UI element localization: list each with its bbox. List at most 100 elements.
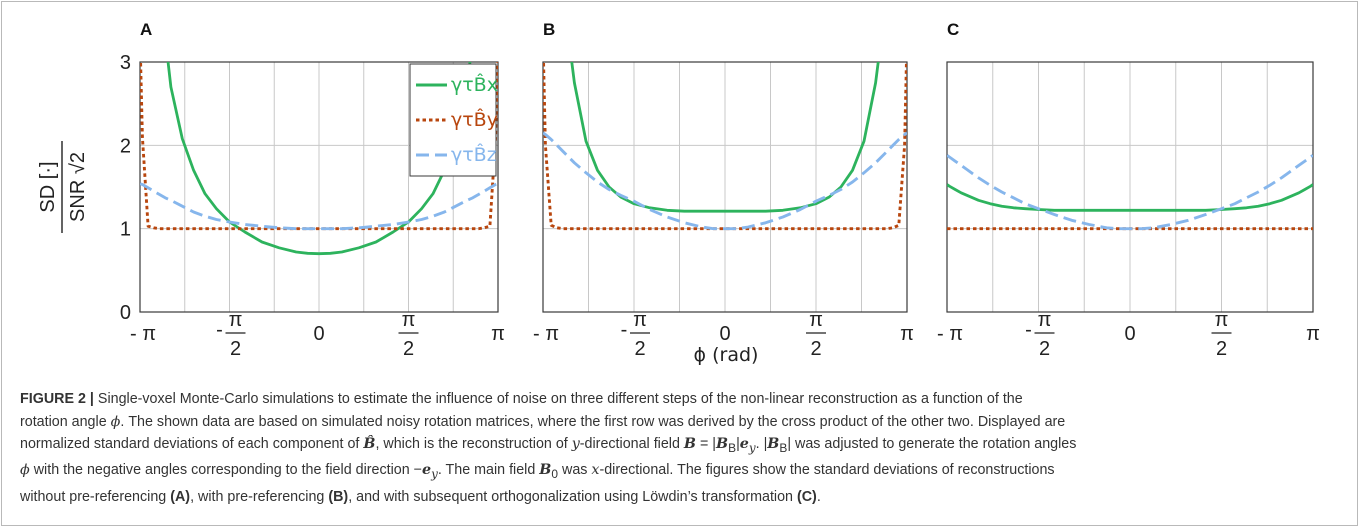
plot-frame bbox=[139, 61, 499, 313]
x-tick-label: π2 bbox=[1211, 309, 1232, 360]
y-axis-label-denominator: SNR √2 bbox=[67, 152, 89, 222]
caption-text: with the negative angles corresponding t… bbox=[29, 462, 422, 479]
series-line-z bbox=[543, 131, 907, 231]
tick-denominator: 2 bbox=[634, 338, 645, 360]
series-line-y bbox=[140, 62, 498, 231]
plot-frame bbox=[542, 61, 908, 313]
caption-text: . The shown data are based on simulated … bbox=[120, 413, 1066, 430]
caption-text: , which is the reconstruction of bbox=[375, 436, 572, 452]
y-tick-label: 2 bbox=[120, 135, 131, 157]
tick-numerator: π bbox=[809, 309, 823, 331]
series-line-x bbox=[947, 183, 1313, 212]
caption-text: without pre-referencing bbox=[20, 488, 171, 505]
y-tick-label: 3 bbox=[120, 52, 131, 74]
x-tick-label: 0 bbox=[719, 323, 730, 345]
plot-frame bbox=[946, 61, 1314, 313]
caption-math: x bbox=[591, 462, 600, 479]
series-group bbox=[140, 62, 498, 256]
y-tick-label: 0 bbox=[120, 302, 131, 324]
tick-text: 0 bbox=[1124, 323, 1135, 345]
x-tick-label: π2 bbox=[398, 309, 419, 360]
x-tick-label: - π 2 bbox=[621, 309, 650, 360]
series-line-x bbox=[570, 62, 880, 213]
tick-denominator: 2 bbox=[403, 338, 414, 360]
tick-numerator: π bbox=[1038, 309, 1052, 331]
y-tick-label: 1 bbox=[120, 219, 131, 241]
x-tick-label: - π 2 bbox=[216, 309, 246, 360]
legend-label-x: γτB̂x bbox=[451, 74, 498, 96]
tick-denominator: 2 bbox=[230, 338, 241, 360]
panel-letter: A bbox=[140, 20, 152, 39]
tick-numerator: π bbox=[229, 309, 243, 331]
x-tick-label: π bbox=[1306, 323, 1320, 345]
series-line-y bbox=[543, 62, 907, 231]
caption-text: normalized standard deviations of each c… bbox=[20, 436, 364, 452]
panel-letter: C bbox=[947, 20, 959, 39]
caption-text: , with pre-referencing bbox=[190, 488, 329, 505]
caption-math: B bbox=[683, 436, 696, 452]
caption-text: . | bbox=[755, 436, 768, 452]
caption-math: y bbox=[571, 436, 580, 452]
tick-minus: - bbox=[621, 319, 628, 341]
caption-text: -directional field bbox=[579, 436, 684, 452]
tick-minus: - bbox=[216, 319, 223, 341]
figure-label: FIGURE 2 | bbox=[20, 391, 94, 407]
series-line-z bbox=[140, 182, 498, 231]
x-tick-label: 0 bbox=[1124, 323, 1135, 345]
y-axis-label-numerator: SD [·] bbox=[37, 161, 59, 212]
tick-text: - π bbox=[937, 323, 963, 345]
caption-ref: (B) bbox=[328, 488, 349, 505]
caption-math-sub: y bbox=[431, 467, 438, 482]
series-group bbox=[947, 154, 1313, 231]
caption-math: B̂ bbox=[363, 436, 376, 452]
caption-math: e bbox=[739, 436, 749, 452]
caption-ref: (A) bbox=[170, 488, 191, 505]
tick-numerator: π bbox=[402, 309, 416, 331]
tick-numerator: π bbox=[1215, 309, 1229, 331]
series-line-x bbox=[166, 62, 472, 256]
panel-letter: B bbox=[543, 20, 555, 39]
caption-math: B bbox=[539, 462, 552, 479]
caption-line-1: FIGURE 2 | Single-voxel Monte-Carlo simu… bbox=[20, 388, 1345, 411]
caption-text: rotation angle bbox=[20, 413, 111, 430]
legend-label-z: γτB̂z bbox=[451, 144, 497, 166]
x-tick-label: π2 bbox=[806, 309, 826, 360]
x-tick-label: 0 bbox=[313, 323, 324, 345]
y-axis-label: SD [·] SNR √2 bbox=[37, 141, 89, 233]
caption-text: . bbox=[816, 488, 821, 505]
tick-minus: - bbox=[1025, 319, 1032, 341]
series-group bbox=[543, 62, 907, 231]
caption-line-3: normalized standard deviations of each c… bbox=[20, 433, 1345, 459]
tick-text: - π bbox=[533, 323, 559, 345]
legend-label-y: γτB̂y bbox=[451, 109, 498, 131]
caption-ref: (C) bbox=[796, 488, 817, 505]
tick-denominator: 2 bbox=[810, 338, 821, 360]
tick-text: π bbox=[900, 323, 914, 345]
tick-text: 0 bbox=[719, 323, 730, 345]
caption-math: ϕ bbox=[110, 413, 121, 430]
caption-text: was bbox=[558, 462, 592, 479]
tick-text: π bbox=[491, 323, 505, 345]
x-tick-label: - π bbox=[130, 323, 156, 345]
caption-line-5: without pre-referencing (A), with pre-re… bbox=[20, 486, 1345, 509]
tick-denominator: 2 bbox=[1039, 338, 1050, 360]
caption-math: ϕ bbox=[20, 462, 30, 479]
tick-numerator: π bbox=[633, 309, 647, 331]
caption-math-sub: B bbox=[779, 440, 788, 455]
caption-math: e bbox=[421, 462, 432, 479]
caption-math: B bbox=[767, 436, 780, 452]
legend: γτB̂x γτB̂y γτB̂z bbox=[409, 63, 498, 177]
caption-text: , and with subsequent orthogonalization … bbox=[348, 488, 797, 505]
figure-caption: FIGURE 2 | Single-voxel Monte-Carlo simu… bbox=[20, 388, 1345, 508]
caption-text: | bbox=[736, 436, 740, 452]
x-axis-label: ϕ (rad) bbox=[694, 344, 759, 366]
x-tick-label: π bbox=[491, 323, 505, 345]
tick-text: π bbox=[1306, 323, 1320, 345]
x-tick-label: π bbox=[900, 323, 914, 345]
caption-text: -directional. The figures show the stand… bbox=[599, 462, 1055, 479]
caption-line-4: ϕ with the negative angles corresponding… bbox=[20, 459, 1345, 485]
caption-math-sub: B bbox=[728, 440, 737, 455]
